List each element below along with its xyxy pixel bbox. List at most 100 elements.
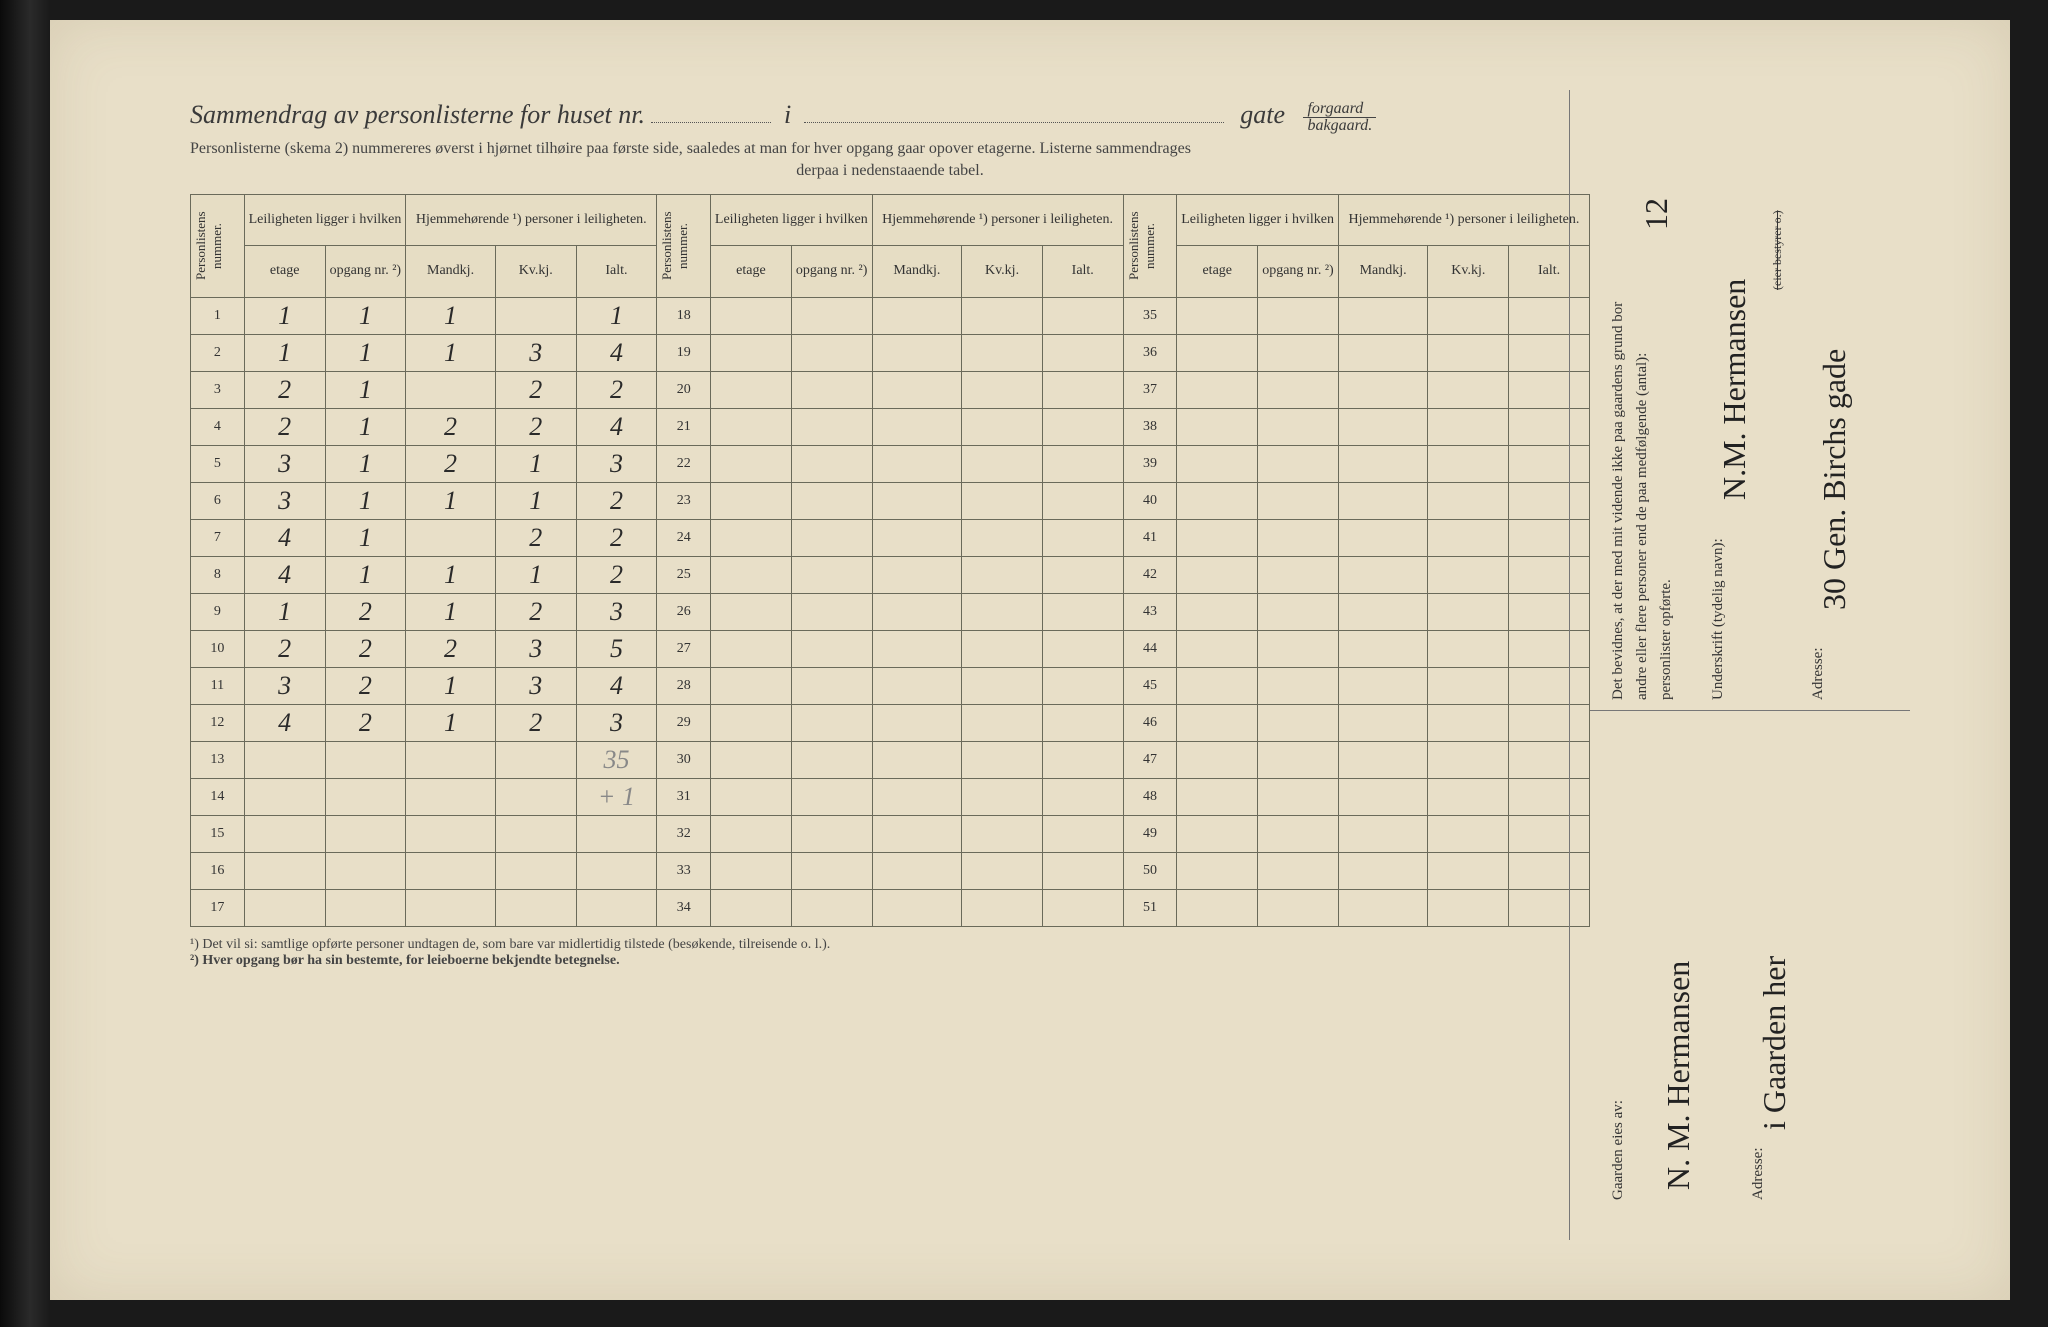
page-title: Sammendrag av personlisterne for huset n… bbox=[190, 100, 1590, 134]
cell-empty bbox=[711, 741, 792, 778]
cell-opgang: 2 bbox=[359, 708, 372, 737]
cell-empty bbox=[1338, 297, 1428, 334]
table-row: 153249 bbox=[191, 815, 1590, 852]
cell-empty bbox=[1428, 667, 1509, 704]
row-num: 9 bbox=[191, 593, 245, 630]
cell-mandkj: 1 bbox=[444, 338, 457, 367]
right-lower-block: Gaarden eies av: N. M. Hermansen Adresse… bbox=[1590, 730, 1910, 1210]
cell-etage: 1 bbox=[278, 338, 291, 367]
cell-empty bbox=[962, 630, 1043, 667]
row-num-right: 45 bbox=[1123, 667, 1177, 704]
hdr-etage-2: etage bbox=[711, 246, 792, 298]
cell-empty bbox=[711, 630, 792, 667]
row-num: 7 bbox=[191, 519, 245, 556]
row-num-mid: 27 bbox=[657, 630, 711, 667]
hdr-kvkj-1: Kv.kj. bbox=[495, 246, 576, 298]
cell-empty bbox=[791, 408, 872, 445]
cell-empty bbox=[1177, 667, 1258, 704]
cell-etage: 1 bbox=[278, 597, 291, 626]
book-binding bbox=[0, 0, 50, 1327]
cell-empty bbox=[872, 852, 962, 889]
cell-empty bbox=[1428, 408, 1509, 445]
row-num-mid: 31 bbox=[657, 778, 711, 815]
cell-empty bbox=[791, 556, 872, 593]
hdr-mandkj-3: Mandkj. bbox=[1338, 246, 1428, 298]
footnote-2: ²) Hver opgang bør ha sin bestemte, for … bbox=[190, 953, 1590, 969]
cell-empty bbox=[962, 297, 1043, 334]
cell-empty bbox=[1338, 556, 1428, 593]
cell-empty bbox=[1258, 593, 1339, 630]
cell-empty bbox=[1428, 593, 1509, 630]
row-num-right: 40 bbox=[1123, 482, 1177, 519]
cell-empty bbox=[962, 778, 1043, 815]
cell-empty bbox=[1258, 371, 1339, 408]
cell-empty bbox=[1338, 593, 1428, 630]
row-num: 17 bbox=[191, 889, 245, 926]
cell-empty bbox=[872, 889, 962, 926]
cell-opgang: 2 bbox=[359, 634, 372, 663]
cell-empty bbox=[1338, 482, 1428, 519]
row-num: 5 bbox=[191, 445, 245, 482]
cell-empty bbox=[1338, 852, 1428, 889]
row-num: 1 bbox=[191, 297, 245, 334]
cell-empty bbox=[791, 371, 872, 408]
row-num-mid: 34 bbox=[657, 889, 711, 926]
cell-kvkj: 1 bbox=[529, 449, 542, 478]
cell-empty bbox=[1338, 408, 1428, 445]
cell-empty bbox=[1428, 630, 1509, 667]
cell-mandkj: 2 bbox=[444, 449, 457, 478]
cell-etage: 4 bbox=[278, 523, 291, 552]
hdr-opgang-1: opgang nr. ²) bbox=[325, 246, 406, 298]
footnote-1: ¹) Det vil si: samtlige opførte personer… bbox=[190, 937, 1590, 953]
row-num-right: 41 bbox=[1123, 519, 1177, 556]
cell-ialt: 4 bbox=[610, 671, 623, 700]
table-row: 111111835 bbox=[191, 297, 1590, 334]
row-num-right: 38 bbox=[1123, 408, 1177, 445]
cell-empty bbox=[711, 815, 792, 852]
cell-empty bbox=[1177, 815, 1258, 852]
cell-empty bbox=[872, 704, 962, 741]
row-num-mid: 29 bbox=[657, 704, 711, 741]
cell-empty bbox=[1338, 445, 1428, 482]
cell-empty bbox=[872, 297, 962, 334]
cell-empty bbox=[1428, 371, 1509, 408]
cell-empty bbox=[791, 815, 872, 852]
cell-empty bbox=[791, 704, 872, 741]
cell-empty bbox=[872, 593, 962, 630]
cell-opgang: 1 bbox=[359, 486, 372, 515]
underskrift-value: N.M. Hermansen bbox=[1716, 279, 1753, 500]
cell-empty bbox=[1042, 889, 1123, 926]
cell-opgang: 1 bbox=[359, 301, 372, 330]
cell-empty bbox=[1042, 778, 1123, 815]
cell-mandkj: 1 bbox=[444, 708, 457, 737]
table-row: 12421232946 bbox=[191, 704, 1590, 741]
row-num-mid: 18 bbox=[657, 297, 711, 334]
row-num-right: 44 bbox=[1123, 630, 1177, 667]
cell-etage: 1 bbox=[278, 301, 291, 330]
cell-empty bbox=[872, 334, 962, 371]
cell-kvkj: 2 bbox=[529, 412, 542, 441]
row-num-mid: 26 bbox=[657, 593, 711, 630]
cell-empty bbox=[1258, 667, 1339, 704]
hdr-leilighet-3: Leiligheten ligger i hvilken bbox=[1177, 194, 1338, 246]
hdr-hjemme-1: Hjemmehørende ¹) personer i leiligheten. bbox=[406, 194, 657, 246]
cell-ialt: 35 bbox=[603, 745, 629, 774]
cell-empty bbox=[872, 519, 962, 556]
cell-empty bbox=[1177, 852, 1258, 889]
hdr-opgang-3: opgang nr. ²) bbox=[1258, 246, 1339, 298]
cell-ialt: 3 bbox=[610, 449, 623, 478]
row-num-right: 42 bbox=[1123, 556, 1177, 593]
cell-mandkj: 1 bbox=[444, 597, 457, 626]
cell-empty bbox=[872, 741, 962, 778]
cell-mandkj: 1 bbox=[444, 560, 457, 589]
row-num-mid: 20 bbox=[657, 371, 711, 408]
cell-mandkj: 2 bbox=[444, 634, 457, 663]
cell-empty bbox=[1428, 556, 1509, 593]
cell-empty bbox=[1258, 815, 1339, 852]
cell-empty bbox=[1258, 778, 1339, 815]
cell-empty bbox=[1258, 482, 1339, 519]
hdr-hjemme-3: Hjemmehørende ¹) personer i leiligheten. bbox=[1338, 194, 1589, 246]
table-row: 14+ 13148 bbox=[191, 778, 1590, 815]
cell-empty bbox=[962, 852, 1043, 889]
cell-empty bbox=[711, 593, 792, 630]
